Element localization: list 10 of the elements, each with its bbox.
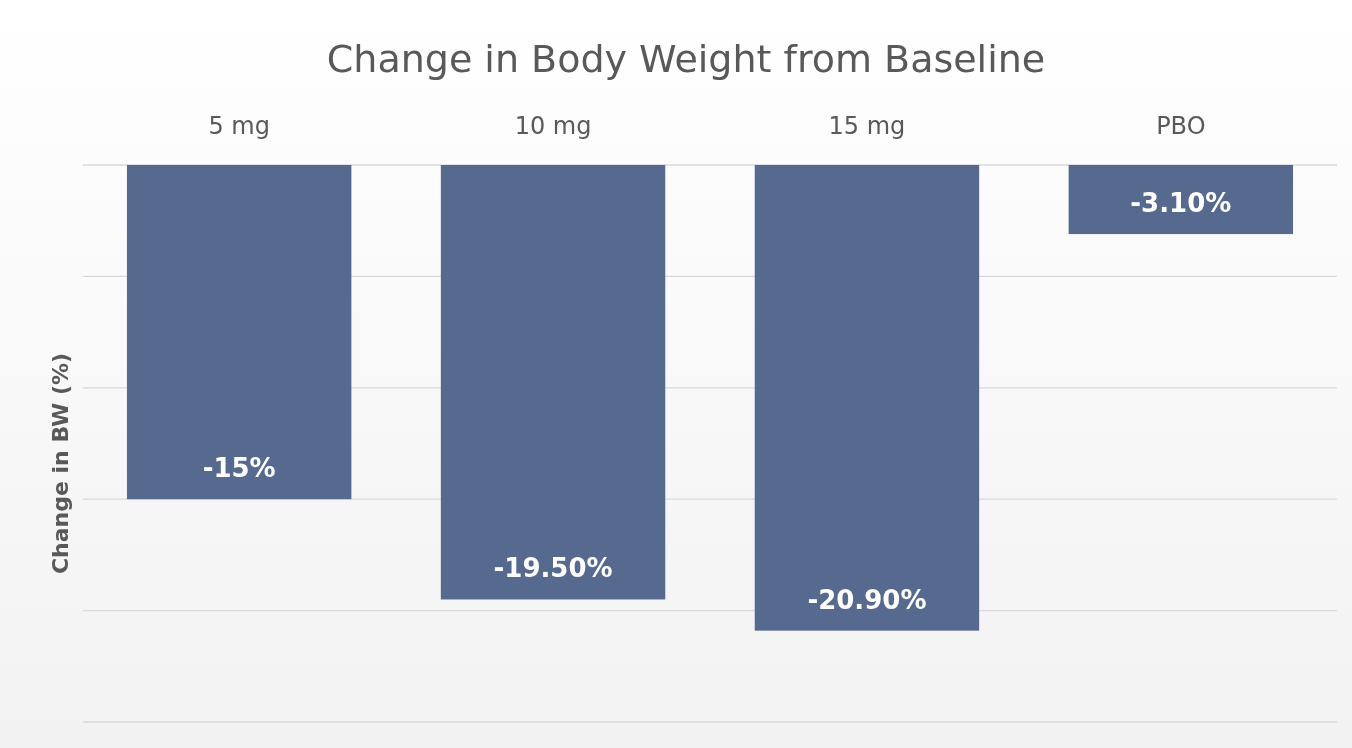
x-tick-label: PBO bbox=[1156, 112, 1206, 140]
chart-title: Change in Body Weight from Baseline bbox=[326, 37, 1046, 81]
data-label: -20.90% bbox=[807, 584, 927, 615]
y-axis-title: Change in BW (%) bbox=[48, 352, 73, 575]
data-label: -19.50% bbox=[493, 553, 613, 584]
x-tick-label: 10 mg bbox=[514, 112, 592, 140]
x-tick-label: 5 mg bbox=[208, 112, 270, 140]
x-tick-label: 15 mg bbox=[828, 112, 906, 140]
data-label: -15% bbox=[202, 453, 276, 484]
data-label: -3.10% bbox=[1130, 188, 1232, 219]
